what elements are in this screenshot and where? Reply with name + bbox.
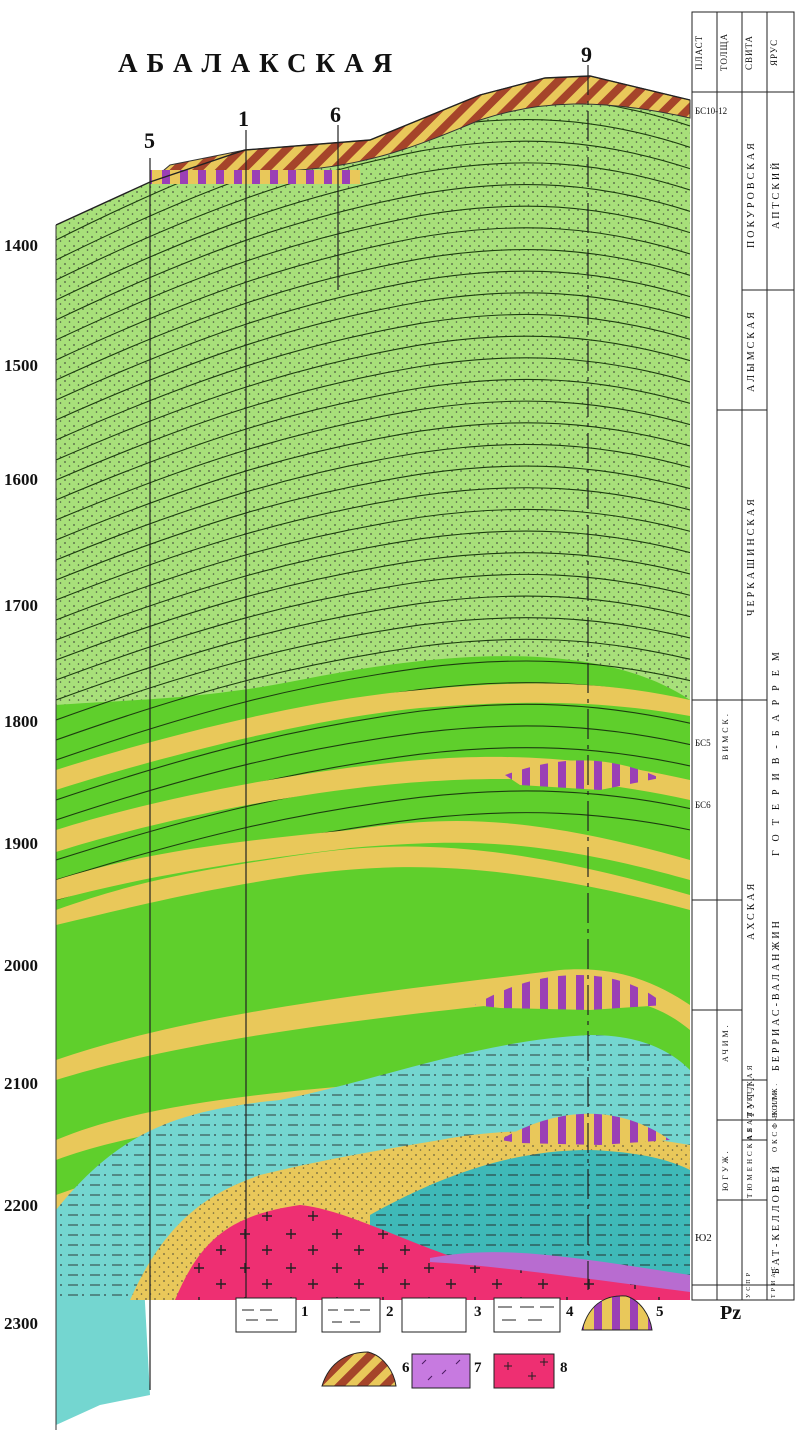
plast-label: БС6 <box>695 800 711 810</box>
well-label: 9 <box>581 42 592 67</box>
bedding-line <box>56 617 690 721</box>
well-label: 6 <box>330 102 341 127</box>
depth-label: 2200 <box>4 1196 38 1215</box>
bedding-line <box>56 313 690 441</box>
legend-number: 7 <box>474 1360 482 1376</box>
yarus-label: ОКСФ-КИМ. <box>771 1085 779 1152</box>
bedding-line <box>56 508 690 621</box>
svita-label: ТЮМЕНСКАЯ <box>746 1124 754 1198</box>
bedding-line <box>56 573 690 681</box>
bedding-line <box>56 790 690 881</box>
column-header-plast: ПЛАСТ <box>694 34 704 70</box>
legend-swatch-5 <box>581 1295 653 1331</box>
yarus-label: БЕРРИАС-ВАЛАНЖИН <box>771 918 782 1072</box>
bedding-line <box>56 205 690 341</box>
bedding-line <box>56 227 690 361</box>
svita-label: УСПР <box>746 1270 752 1298</box>
depth-label: 1700 <box>4 596 38 615</box>
bedding-line <box>56 443 690 561</box>
bedding-line <box>56 422 690 541</box>
bedding-line <box>56 725 690 821</box>
depth-label: 1900 <box>4 834 38 853</box>
depth-label: 1800 <box>4 712 38 731</box>
legend-number: 6 <box>402 1360 410 1376</box>
legend-swatch-1 <box>235 1297 297 1333</box>
legend-number: 2 <box>386 1304 394 1320</box>
column-header-svita: СВИТА <box>744 34 754 70</box>
bedding-line <box>56 335 690 461</box>
plast-label: БС10-12 <box>695 106 728 116</box>
svita-label: ЧЕРКАШИНСКАЯ <box>746 496 757 616</box>
bedding-line <box>56 660 690 761</box>
depth-label: 1500 <box>4 356 38 375</box>
bedding-line <box>56 183 690 321</box>
well-lines <box>149 65 589 1390</box>
plast-label: БС5 <box>695 738 711 748</box>
bedding-line <box>56 248 690 381</box>
bedding-line <box>56 292 690 421</box>
column-header-tolscha: ТОЛЩА <box>719 32 729 72</box>
depth-label: 2100 <box>4 1074 38 1093</box>
bedding-line <box>56 162 690 301</box>
legend-swatch-4 <box>493 1297 561 1333</box>
tolscha-label: ЮГУЖ. <box>721 1148 730 1192</box>
legend-number: 8 <box>560 1360 568 1376</box>
plast-label: Ю2 <box>695 1232 712 1244</box>
legend-number: 5 <box>656 1304 664 1320</box>
depth-label: 1400 <box>4 236 38 255</box>
svita-label: АЛЫМСКАЯ <box>746 309 757 393</box>
depth-label: 1600 <box>4 470 38 489</box>
pz-label: Pz <box>720 1302 742 1324</box>
legend-swatch-8 <box>493 1353 555 1389</box>
yarus-label: ВОЛЖ. <box>771 1080 779 1118</box>
bedding-line <box>56 140 690 281</box>
well-label: 5 <box>144 128 155 153</box>
bedding-line <box>56 703 690 801</box>
yarus-label: ТРИАС <box>771 1264 777 1298</box>
tolscha-label: АЧИМ. <box>721 1022 730 1062</box>
depth-label: 2000 <box>4 956 38 975</box>
bedding-line <box>56 400 690 521</box>
bedding-line <box>56 638 690 741</box>
section-body <box>56 76 690 1300</box>
bedding-line <box>56 465 690 581</box>
well-label: 1 <box>238 106 249 131</box>
legend-swatch-7 <box>411 1353 471 1389</box>
depth-label: 2300 <box>4 1314 38 1333</box>
legend-swatch-6 <box>321 1351 397 1387</box>
area-title: АБАЛАКСКАЯ <box>118 48 402 78</box>
strat-columns <box>691 11 795 1301</box>
bedding-line <box>56 357 690 481</box>
legend-swatch-3 <box>401 1297 467 1333</box>
tolscha-label: ВИМСК. <box>721 711 730 761</box>
column-header-yarus: ЯРУС <box>769 38 779 66</box>
bedding-line <box>56 270 690 401</box>
bedding-line <box>56 487 690 601</box>
legend-swatch-2 <box>321 1297 381 1333</box>
bedding-line <box>56 595 690 701</box>
legend-number: 3 <box>474 1304 482 1320</box>
legend-number: 1 <box>301 1304 309 1320</box>
bedding-line <box>56 552 690 661</box>
bedding-line <box>56 378 690 501</box>
bedding-line <box>56 530 690 641</box>
legend <box>235 1295 653 1389</box>
svita-label: АХСКАЯ <box>746 880 757 940</box>
legend-number: 4 <box>566 1304 574 1320</box>
yarus-label: АПТСКИЙ <box>771 159 782 229</box>
svita-label: ПОКУРОВСКАЯ <box>746 140 757 248</box>
